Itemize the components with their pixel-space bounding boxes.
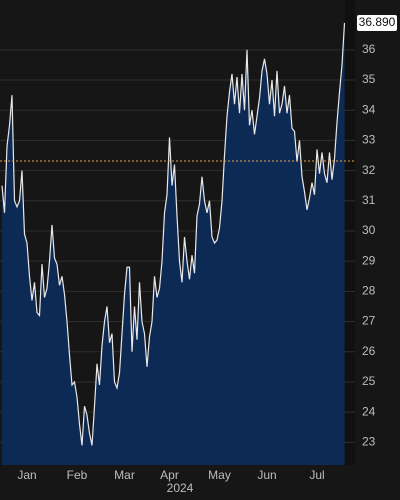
y-tick-label: 29	[362, 253, 376, 267]
y-tick-label: 32	[362, 163, 376, 177]
y-tick-label: 31	[362, 193, 376, 207]
x-tick-label: Feb	[67, 468, 88, 482]
last-value-box	[357, 14, 397, 31]
last-value-label: 36.890	[359, 15, 396, 29]
right-band	[345, 0, 355, 465]
y-tick-label: 25	[362, 374, 376, 388]
x-tick-label: Mar	[114, 468, 135, 482]
x-tick-label: May	[208, 468, 231, 482]
year-label: 2024	[167, 481, 194, 495]
x-tick-label: Apr	[160, 468, 179, 482]
x-tick-label: Jul	[309, 468, 324, 482]
y-tick-label: 26	[362, 344, 376, 358]
y-tick-label: 34	[362, 102, 376, 116]
y-tick-label: 28	[362, 284, 376, 298]
y-tick-label: 23	[362, 435, 376, 449]
y-tick-label: 33	[362, 133, 376, 147]
x-tick-label: Jan	[17, 468, 36, 482]
y-tick-label: 30	[362, 223, 376, 237]
area-fill	[2, 22, 345, 465]
y-tick-label: 24	[362, 404, 376, 418]
y-tick-label: 36	[362, 42, 376, 56]
y-tick-label: 27	[362, 314, 376, 328]
x-tick-label: Jun	[257, 468, 276, 482]
y-tick-label: 35	[362, 72, 376, 86]
line	[1, 22, 346, 446]
